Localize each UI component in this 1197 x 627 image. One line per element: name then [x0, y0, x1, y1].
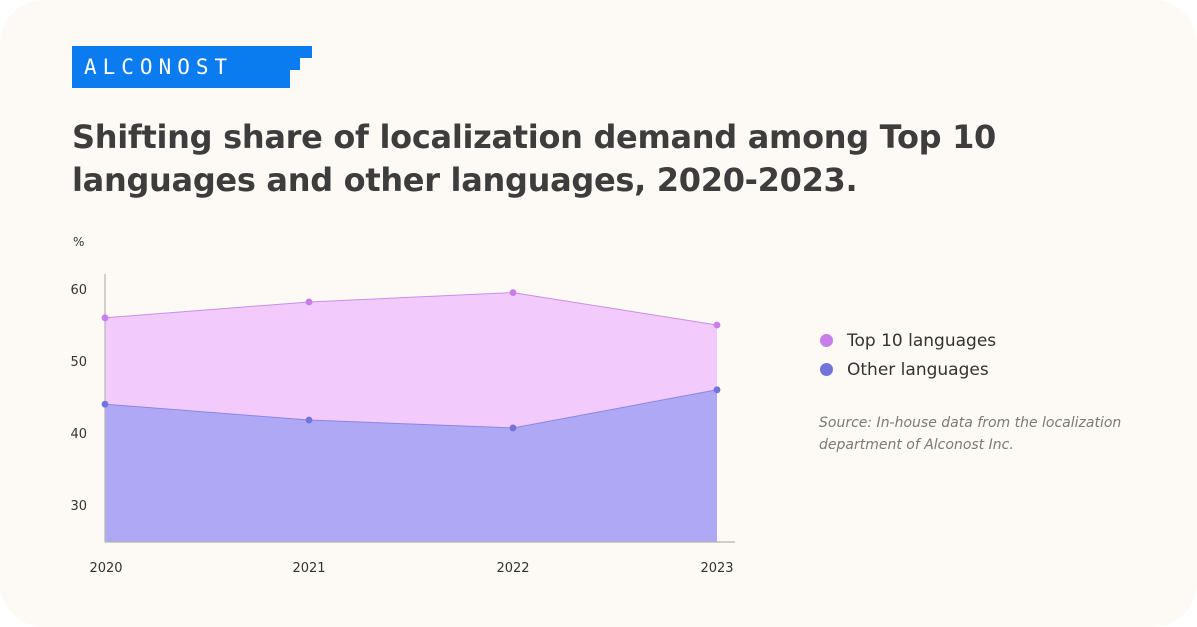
- x-tick-label-2023: 2023: [700, 561, 733, 576]
- point-layer: [101, 289, 721, 432]
- source-note: Source: In-house data from the localizat…: [819, 415, 1122, 453]
- point-other-2023: [713, 386, 721, 394]
- line-other-languages: [104, 389, 718, 429]
- legend-item-other: Other languages: [820, 355, 996, 384]
- point-other-2020: [101, 400, 109, 408]
- logo-text: ALCONOST: [84, 55, 234, 79]
- area-top10-languages: [105, 292, 717, 428]
- alconost-logo: ALCONOST: [72, 46, 312, 88]
- point-top10-2020: [101, 314, 109, 322]
- y-tick-label-40: 40: [70, 427, 87, 442]
- logo-badge-shape: [72, 46, 312, 88]
- legend: Top 10 languages Other languages: [820, 326, 996, 384]
- point-other-2022: [509, 424, 517, 432]
- y-tick-label-60: 60: [70, 283, 87, 298]
- area-chart: 30 40 50 60% 2020 2021 2022 2023: [70, 235, 735, 576]
- point-other-2021: [305, 416, 313, 424]
- y-tick-label-30: 30: [70, 499, 87, 514]
- area-layer: [104, 292, 718, 542]
- x-tick-label-2021: 2021: [292, 561, 325, 576]
- line-top10-languages: [104, 292, 718, 326]
- area-other-languages: [105, 389, 717, 542]
- legend-label-top10: Top 10 languages: [847, 330, 997, 351]
- legend-item-top10: Top 10 languages: [820, 326, 996, 355]
- x-tick-label-2020: 2020: [89, 561, 122, 576]
- legend-dot-top10: [820, 334, 833, 347]
- label-layer: 30 40 50 60% 2020 2021 2022 2023: [70, 235, 733, 576]
- legend-label-other: Other languages: [847, 359, 989, 380]
- y-axis-label: %: [73, 235, 84, 249]
- point-top10-2022: [509, 289, 517, 296]
- point-top10-2021: [305, 298, 313, 306]
- point-top10-2023: [713, 321, 721, 329]
- x-tick-label-2022: 2022: [496, 561, 529, 576]
- chart-title: Shifting share of localization demand am…: [72, 118, 997, 199]
- y-tick-label-50: 50: [70, 355, 87, 370]
- legend-dot-other: [820, 363, 833, 376]
